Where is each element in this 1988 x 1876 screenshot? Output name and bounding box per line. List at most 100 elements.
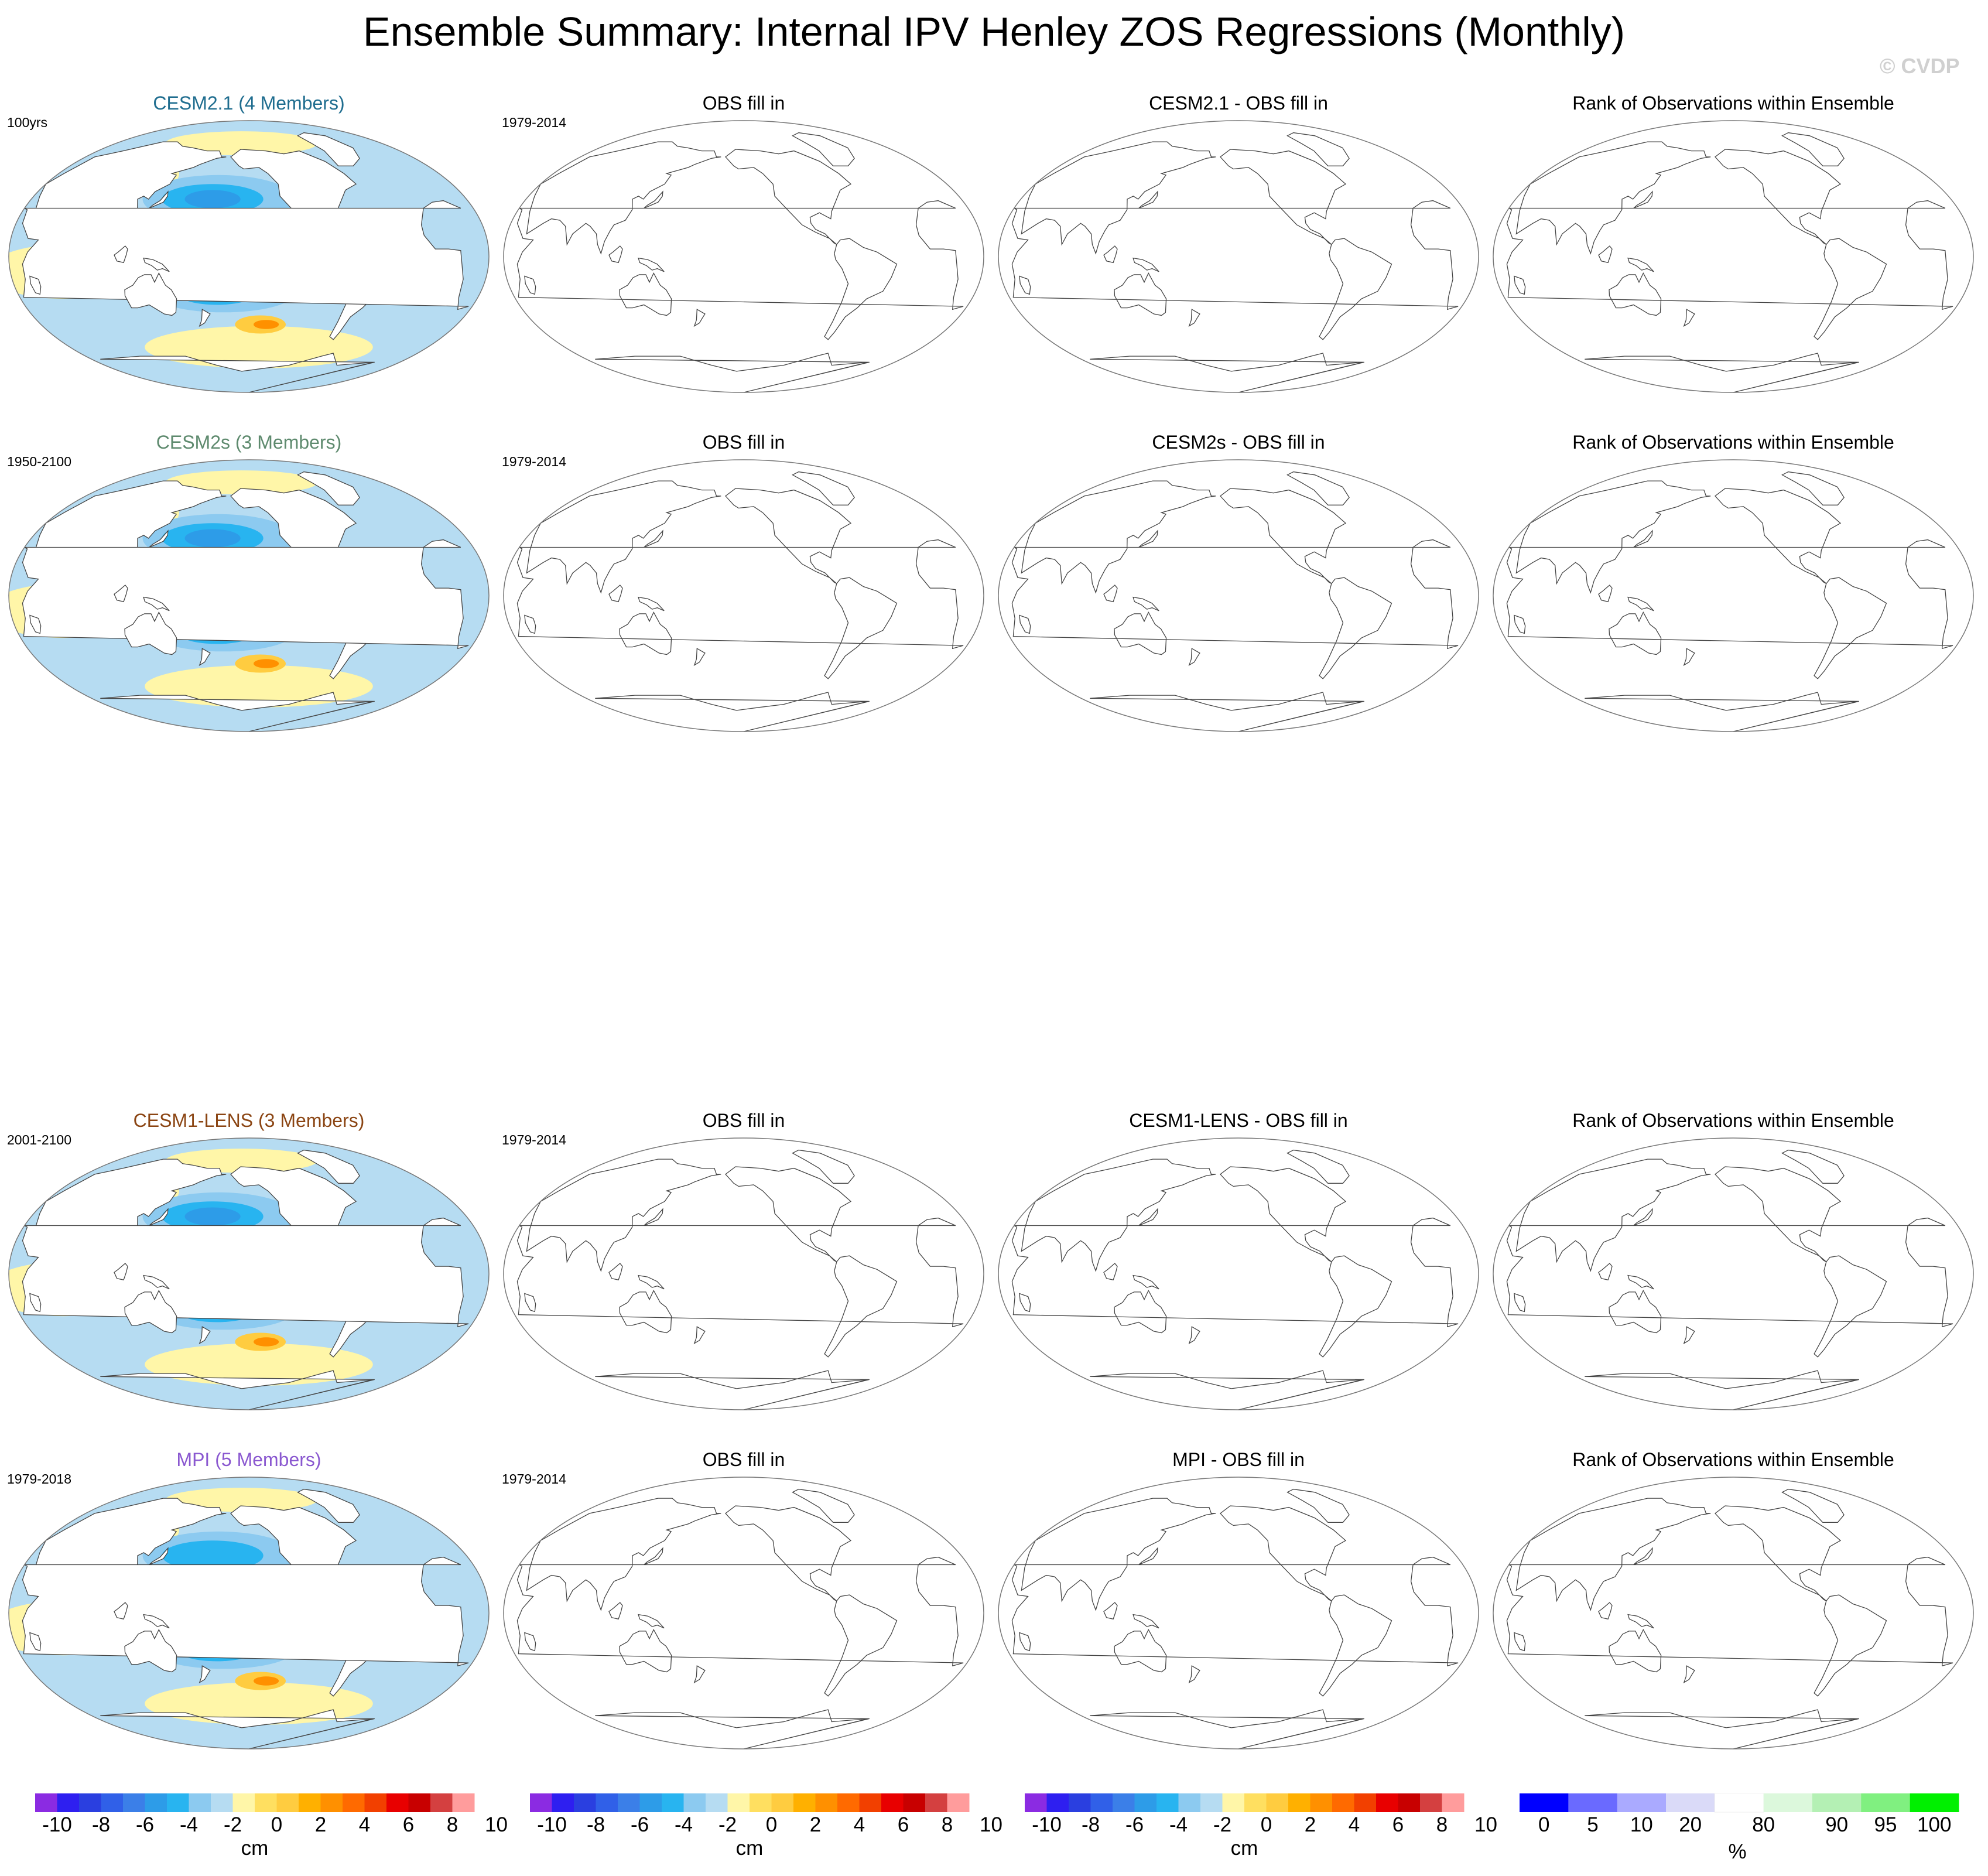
colorbar-swatch [662, 1793, 684, 1812]
africa-landmass [1011, 200, 1459, 310]
colorbar-tick-label: -2 [223, 1813, 242, 1836]
japan-landmass [1138, 529, 1158, 548]
colorbar-tick-label: 0 [1538, 1813, 1550, 1836]
colorbar-unit: % [1728, 1840, 1747, 1863]
asia-east-landmass [526, 480, 721, 594]
colorbar-tick-label: -6 [1125, 1813, 1144, 1836]
colorbar-swatch [706, 1793, 728, 1812]
africa-landmass [1011, 1556, 1459, 1667]
north-america-landmass [1715, 1505, 1842, 1601]
borneo-landmass [114, 1602, 128, 1620]
map-border [1493, 1137, 1974, 1410]
panel-title: CESM1-LENS - OBS fill in [1129, 1110, 1348, 1131]
new-zealand-landmass [1188, 1326, 1200, 1345]
africa-landmass [516, 200, 964, 310]
obs-panel: OBS fill in 1979-2014 [501, 1449, 987, 1754]
colorbar-swatch [1332, 1793, 1354, 1812]
greenland-landmass [1781, 471, 1845, 505]
colorbar-swatch [1200, 1793, 1223, 1812]
period-label: 2001-2100 [7, 1132, 71, 1147]
japan-landmass [1138, 1208, 1158, 1226]
anomaly-contour [254, 320, 279, 329]
borneo-landmass [114, 245, 128, 264]
madagascar-landmass [29, 275, 42, 295]
south-america-landmass [1814, 1255, 1887, 1358]
colorbar-tick-label: -10 [42, 1813, 72, 1836]
colorbar-tick-label: -6 [135, 1813, 155, 1836]
antarctica-coast-landmass [1585, 692, 1859, 732]
colorbar-tick-label: -10 [537, 1813, 567, 1836]
greenland-landmass [792, 1149, 855, 1184]
australia-landmass [1609, 611, 1662, 655]
borneo-landmass [608, 585, 623, 603]
period-label: 1979-2014 [502, 115, 566, 130]
colorbar-swatch [1861, 1793, 1911, 1812]
panel-title: Rank of Observations within Ensemble [1572, 432, 1894, 453]
south-america-landmass [824, 238, 898, 340]
colorbar-tick-label: 8 [1436, 1813, 1448, 1836]
rank-panel: Rank of Observations within Ensemble [1490, 1110, 1976, 1414]
colorbar-swatch [1310, 1793, 1333, 1812]
colorbar-tick-label: -4 [1169, 1813, 1188, 1836]
coastlines [22, 1488, 469, 1749]
asia-east-landmass [1021, 1159, 1216, 1272]
asia-east-landmass [526, 141, 721, 255]
colorbar-swatch [1266, 1793, 1289, 1812]
colorbar-swatch [683, 1793, 706, 1812]
colorbar-swatch [1666, 1793, 1715, 1812]
colorbar-tick-label: 2 [1304, 1813, 1316, 1836]
madagascar-landmass [524, 275, 536, 295]
borneo-landmass [608, 1263, 623, 1281]
colorbar-swatch [1714, 1793, 1764, 1813]
colorbar-tick-label: 2 [314, 1813, 327, 1836]
asia-east-landmass [1021, 1498, 1216, 1611]
africa-landmass [22, 539, 469, 650]
new-zealand-landmass [199, 309, 211, 327]
borneo-landmass [1598, 245, 1613, 264]
colorbar-swatch [299, 1793, 321, 1812]
colorbar-swatch [320, 1793, 343, 1812]
colorbar-tick-label: 4 [358, 1813, 371, 1836]
antarctica-coast-landmass [595, 353, 870, 393]
colorbar-tick-label: -2 [1213, 1813, 1232, 1836]
model-regression-map [8, 459, 490, 732]
greenland-landmass [297, 1149, 360, 1184]
new-guinea-landmass [1627, 596, 1654, 611]
south-america-landmass [1319, 1255, 1392, 1358]
model-panel: MPI (5 Members) 1979-2018 [6, 1449, 492, 1754]
japan-landmass [149, 190, 169, 209]
madagascar-landmass [1514, 1632, 1526, 1652]
greenland-landmass [792, 132, 855, 166]
australia-landmass [124, 272, 177, 316]
new-zealand-landmass [199, 1326, 211, 1345]
colorbar-swatch [815, 1793, 838, 1812]
colorbar-tick-label: -8 [586, 1813, 605, 1836]
new-zealand-landmass [1683, 309, 1695, 327]
asia-east-landmass [1515, 480, 1711, 594]
difference-panel: CESM2s - OBS fill in [995, 432, 1481, 736]
south-america-landmass [1319, 238, 1392, 340]
australia-landmass [619, 1628, 672, 1673]
new-guinea-landmass [638, 257, 665, 272]
panel-title: CESM2s - OBS fill in [1152, 432, 1325, 453]
difference-map [998, 1137, 1479, 1410]
japan-landmass [149, 1547, 169, 1566]
japan-landmass [1138, 1547, 1158, 1566]
obs-map [503, 1477, 984, 1749]
colorbar-tick-label: 8 [941, 1813, 953, 1836]
new-zealand-landmass [1188, 648, 1200, 667]
anomaly-contour [162, 1540, 264, 1571]
colorbar-swatch [276, 1793, 299, 1812]
map-border [503, 1477, 984, 1749]
colorbar-tick-label: -8 [1081, 1813, 1100, 1836]
colorbar-swatch [881, 1793, 904, 1812]
colorbar-swatch [903, 1793, 926, 1812]
greenland-landmass [297, 1488, 360, 1523]
africa-landmass [1011, 1217, 1459, 1328]
colorbar-swatch [1025, 1793, 1047, 1812]
anomaly-contour [165, 470, 318, 495]
zos-colorbar: -10 -8 -6 -4 -2 0 2 4 6 8 10 cm [1025, 1793, 1497, 1870]
map-border [1493, 1477, 1974, 1749]
colorbar-swatch [386, 1793, 409, 1812]
madagascar-landmass [1019, 1632, 1031, 1652]
